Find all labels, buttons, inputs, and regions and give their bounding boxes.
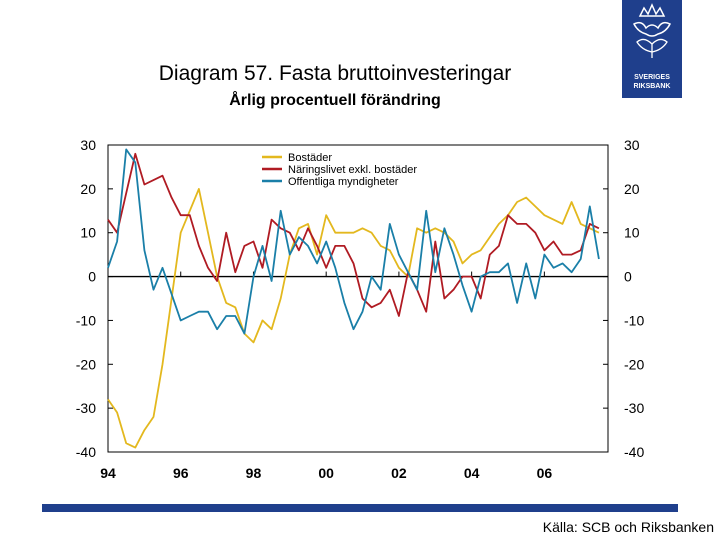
- crown-emblem-icon: [632, 3, 672, 58]
- x-tick-label: 94: [100, 465, 116, 481]
- y-tick-label-right: 20: [624, 181, 640, 197]
- legend-label-2: Näringslivet exkl. bostäder: [288, 164, 417, 176]
- series-line-2: [107, 152, 600, 317]
- y-tick-label-right: 0: [624, 269, 632, 285]
- logo-line-1: SVERIGES: [634, 74, 670, 81]
- series-line-1: [107, 187, 600, 449]
- y-tick-label-right: -10: [624, 312, 644, 328]
- y-tick-label-left: -20: [76, 356, 96, 372]
- x-tick-label: 02: [391, 465, 407, 481]
- legend-label-1: Bostäder: [288, 152, 332, 164]
- source-note: Källa: SCB och Riksbanken: [542, 519, 714, 535]
- chart-subtitle: Årlig procentuell förändring: [229, 92, 441, 109]
- x-tick-label: 96: [173, 465, 189, 481]
- x-tick-label: 06: [537, 465, 553, 481]
- y-tick-label-right: -20: [624, 356, 644, 372]
- legend-label-3: Offentliga myndigheter: [288, 176, 399, 188]
- y-tick-label-right: 30: [624, 137, 640, 153]
- x-tick-label: 00: [318, 465, 334, 481]
- logo-line-2: RIKSBANK: [633, 83, 671, 90]
- y-tick-label-right: -30: [624, 400, 644, 416]
- y-tick-label-right: -40: [624, 444, 644, 460]
- y-tick-label-left: -10: [76, 312, 96, 328]
- y-tick-label-left: -30: [76, 400, 96, 416]
- y-tick-label-left: 20: [80, 181, 96, 197]
- riksbank-logo: SVERIGES RIKSBANK: [622, 0, 682, 98]
- series-line-3: [107, 148, 600, 335]
- y-tick-label-right: 10: [624, 225, 640, 241]
- plot-frame: [107, 144, 609, 453]
- x-tick-label: 98: [246, 465, 262, 481]
- y-tick-label-left: -40: [76, 444, 96, 460]
- footer-bar: [42, 504, 678, 512]
- chart-title: Diagram 57. Fasta bruttoinvesteringar: [158, 62, 512, 85]
- y-tick-label-left: 0: [88, 269, 96, 285]
- x-tick-label: 04: [464, 465, 480, 481]
- y-tick-label-left: 30: [80, 137, 96, 153]
- y-tick-label-left: 10: [80, 225, 96, 241]
